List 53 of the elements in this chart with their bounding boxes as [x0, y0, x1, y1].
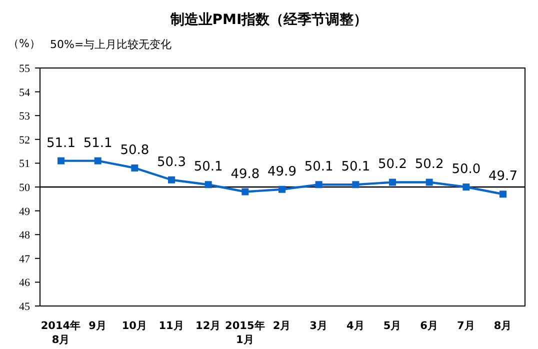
- point: [315, 181, 322, 188]
- x-tick-label: 9月: [88, 320, 107, 332]
- chart-title: 制造业PMI指数（经季节调整）: [169, 11, 368, 28]
- point: [278, 186, 286, 193]
- data-label: 50.0: [452, 162, 481, 177]
- data-label: 49.8: [230, 166, 260, 182]
- data-label: 49.9: [268, 164, 296, 180]
- x-tick-label: 6月: [420, 320, 438, 332]
- point: [168, 176, 175, 184]
- point: [500, 190, 506, 198]
- data-label: 50.3: [157, 154, 186, 170]
- data-label: 50.1: [194, 160, 223, 175]
- y-tick-label: 45: [19, 301, 30, 313]
- y-tick-label: 52: [19, 134, 30, 146]
- y-tick-label: 48: [19, 230, 30, 242]
- point: [94, 157, 102, 164]
- data-label: 50.8: [120, 142, 150, 158]
- point: [131, 164, 138, 172]
- y-tick-label: 53: [19, 110, 30, 123]
- data-label: 50.2: [378, 157, 407, 172]
- point: [389, 178, 396, 186]
- x-tick-label: 12月: [196, 320, 222, 332]
- point: [426, 178, 433, 186]
- x-tick-label: 2014年 8月: [40, 319, 82, 346]
- y-tick-label: 51: [19, 158, 30, 170]
- y-tick-label: 50: [19, 182, 30, 194]
- y-axis-title: （%）: [8, 37, 40, 50]
- y-tick-label: 46: [19, 277, 30, 290]
- point: [204, 181, 212, 188]
- x-tick-label: 7月: [457, 320, 476, 332]
- y-tick-label: 55: [19, 63, 30, 75]
- point: [58, 157, 64, 164]
- x-tick-label: 8月: [494, 320, 512, 332]
- y-tick-label: 49: [19, 206, 30, 218]
- x-tick-label: 10月: [122, 320, 148, 332]
- data-label: 50.1: [304, 160, 334, 175]
- x-tick-label: 2015年 1月: [225, 319, 266, 346]
- data-label: 50.1: [341, 160, 370, 175]
- data-label: 51.1: [46, 136, 76, 151]
- x-tick-label: 4月: [346, 320, 365, 332]
- point: [352, 181, 360, 188]
- y-tick-label: 54: [19, 86, 30, 99]
- text: 50%=与上月比较无变化: [50, 38, 172, 51]
- x-tick-label: 11月: [158, 320, 184, 332]
- x-tick-label: 5月: [383, 320, 402, 332]
- x-tick-label: 2月: [272, 320, 292, 332]
- data-label: 50.2: [414, 157, 444, 172]
- data-label: 51.1: [83, 136, 112, 151]
- x-tick-label: 3月: [310, 320, 328, 332]
- point: [242, 188, 249, 196]
- data-label: 49.7: [488, 169, 518, 184]
- y-tick-label: 47: [19, 253, 30, 266]
- point: [462, 184, 470, 190]
